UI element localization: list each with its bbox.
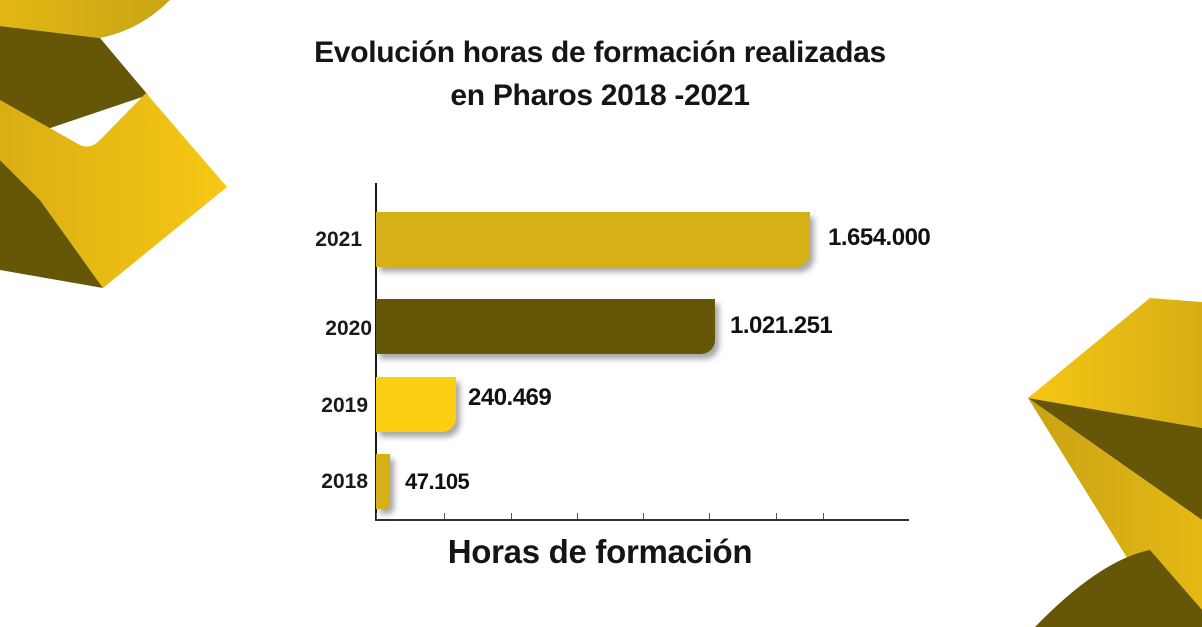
x-axis-tick xyxy=(376,513,377,519)
bar-2020 xyxy=(376,299,715,354)
value-label-2018: 47.105 xyxy=(405,469,470,494)
chart-title: Evolución horas de formación realizadas … xyxy=(200,31,1000,117)
x-axis-tick xyxy=(823,513,824,519)
decorative-shape-top-left xyxy=(0,0,227,288)
x-axis-tick xyxy=(511,513,512,519)
category-label-2019: 2019 xyxy=(321,394,368,417)
x-axis-tick xyxy=(776,513,777,519)
bar-2018 xyxy=(376,454,390,509)
bar-2021 xyxy=(376,212,810,267)
value-label-2019: 240.469 xyxy=(468,384,552,411)
category-label-2018: 2018 xyxy=(321,470,368,493)
chart-title-line-1: Evolución horas de formación realizadas xyxy=(314,36,886,69)
x-axis-label: Horas de formación xyxy=(447,533,753,570)
chart-title-line-2: en Pharos 2018 -2021 xyxy=(450,79,750,112)
x-axis-tick xyxy=(709,513,710,519)
x-axis-tick xyxy=(577,513,578,519)
value-label-2021: 1.654.000 xyxy=(828,224,931,251)
x-axis-tick xyxy=(643,513,644,519)
x-axis-tick xyxy=(444,513,445,519)
x-axis-line xyxy=(375,519,909,521)
value-label-2020: 1.021.251 xyxy=(730,312,833,339)
y-axis-line xyxy=(375,183,377,520)
bar-2019 xyxy=(376,377,456,432)
category-label-2021: 2021 xyxy=(315,228,362,251)
category-label-2020: 2020 xyxy=(325,317,372,340)
